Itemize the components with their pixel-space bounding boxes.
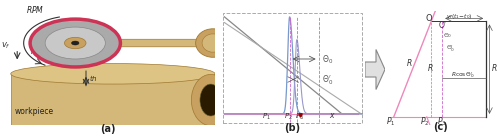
Text: $x$: $x$ (329, 111, 336, 120)
Text: $P_2$: $P_2$ (284, 112, 292, 122)
Text: R: R (428, 64, 433, 73)
Text: R: R (407, 59, 412, 68)
Polygon shape (11, 74, 215, 125)
Text: (b): (b) (284, 123, 300, 133)
Ellipse shape (11, 64, 215, 84)
Ellipse shape (200, 84, 222, 116)
Text: $th$: $th$ (89, 73, 98, 83)
Text: $\Theta_0$: $\Theta_0$ (444, 31, 452, 40)
Text: O: O (426, 14, 432, 23)
Ellipse shape (202, 34, 224, 52)
Text: $RPM$: $RPM$ (26, 4, 44, 15)
Text: $H$: $H$ (30, 47, 37, 56)
Ellipse shape (30, 19, 120, 67)
Text: $P_3$: $P_3$ (296, 112, 304, 122)
Ellipse shape (72, 41, 79, 45)
Polygon shape (365, 49, 385, 90)
Text: $R\cos\Theta_0'$: $R\cos\Theta_0'$ (451, 71, 475, 80)
Text: R: R (492, 64, 497, 73)
Text: $P_1$: $P_1$ (262, 112, 271, 122)
Ellipse shape (45, 27, 106, 59)
Text: (a): (a) (100, 124, 115, 134)
FancyBboxPatch shape (74, 39, 216, 47)
Text: $\Theta_0'$: $\Theta_0'$ (322, 74, 332, 87)
Text: $\Theta_0$: $\Theta_0$ (322, 53, 332, 66)
Text: $P_2$: $P_2$ (420, 115, 430, 128)
Text: $P_1$: $P_1$ (386, 115, 395, 128)
Text: $v_f(t_1\!-\!t_0)$: $v_f(t_1\!-\!t_0)$ (446, 12, 472, 21)
Ellipse shape (196, 29, 230, 57)
Text: $\Theta_0'$: $\Theta_0'$ (446, 44, 455, 54)
Ellipse shape (64, 37, 86, 49)
Text: $v_f$: $v_f$ (1, 41, 11, 51)
Text: (c): (c) (432, 122, 448, 132)
Ellipse shape (192, 74, 230, 126)
Text: workpiece: workpiece (15, 107, 54, 116)
Text: O': O' (438, 21, 446, 30)
Text: $P_3$: $P_3$ (438, 115, 447, 128)
